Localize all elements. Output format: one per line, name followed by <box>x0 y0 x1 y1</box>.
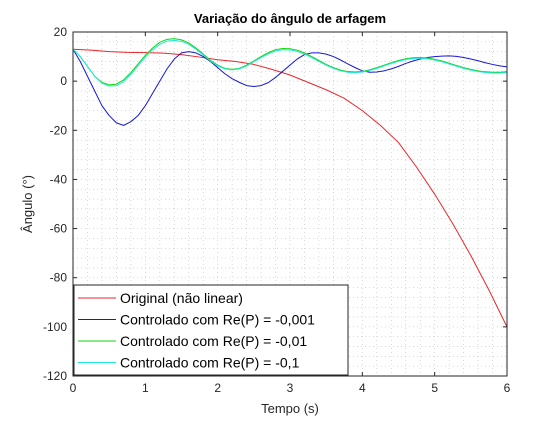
x-tick-label: 3 <box>287 381 294 395</box>
legend-label-3: Controlado com Re(P) = -0,01 <box>120 333 307 349</box>
legend-label-4: Controlado com Re(P) = -0,1 <box>120 355 300 371</box>
series-line-1 <box>72 48 508 328</box>
legend: Original (não linear) Controlado com Re(P… <box>73 284 349 376</box>
legend-box <box>73 284 349 376</box>
legend-label-1: Original (não linear) <box>120 290 243 306</box>
series-lines <box>72 38 508 328</box>
series-line-2 <box>72 48 508 126</box>
x-tick-label: 2 <box>214 381 221 395</box>
y-tick-label: -20 <box>50 123 68 137</box>
axis-ticks: 0 1 2 3 4 5 6 -120 -100 -80 -60 -40 -20 0 20 <box>43 25 511 395</box>
x-tick-label: 5 <box>431 381 438 395</box>
x-tick-label: 4 <box>359 381 366 395</box>
x-tick-label: 6 <box>504 381 511 395</box>
legend-label-2: Controlado com Re(P) = -0,001 <box>120 312 315 328</box>
chart-title: Variação do ângulo de arfagem <box>194 11 386 26</box>
y-tick-label: -100 <box>43 320 67 334</box>
x-axis-label: Tempo (s) <box>261 401 319 416</box>
y-tick-label: -120 <box>43 369 67 383</box>
y-tick-label: 0 <box>60 74 67 88</box>
y-tick-label: -40 <box>50 172 68 186</box>
series-line-3 <box>72 38 508 86</box>
y-tick-label: -80 <box>50 271 68 285</box>
series-line-4 <box>72 39 508 87</box>
y-tick-label: 20 <box>54 25 68 39</box>
y-tick-label: -60 <box>50 222 68 236</box>
x-tick-label: 0 <box>70 381 77 395</box>
y-axis-label: Ângulo (°) <box>20 175 35 233</box>
x-tick-label: 1 <box>142 381 149 395</box>
